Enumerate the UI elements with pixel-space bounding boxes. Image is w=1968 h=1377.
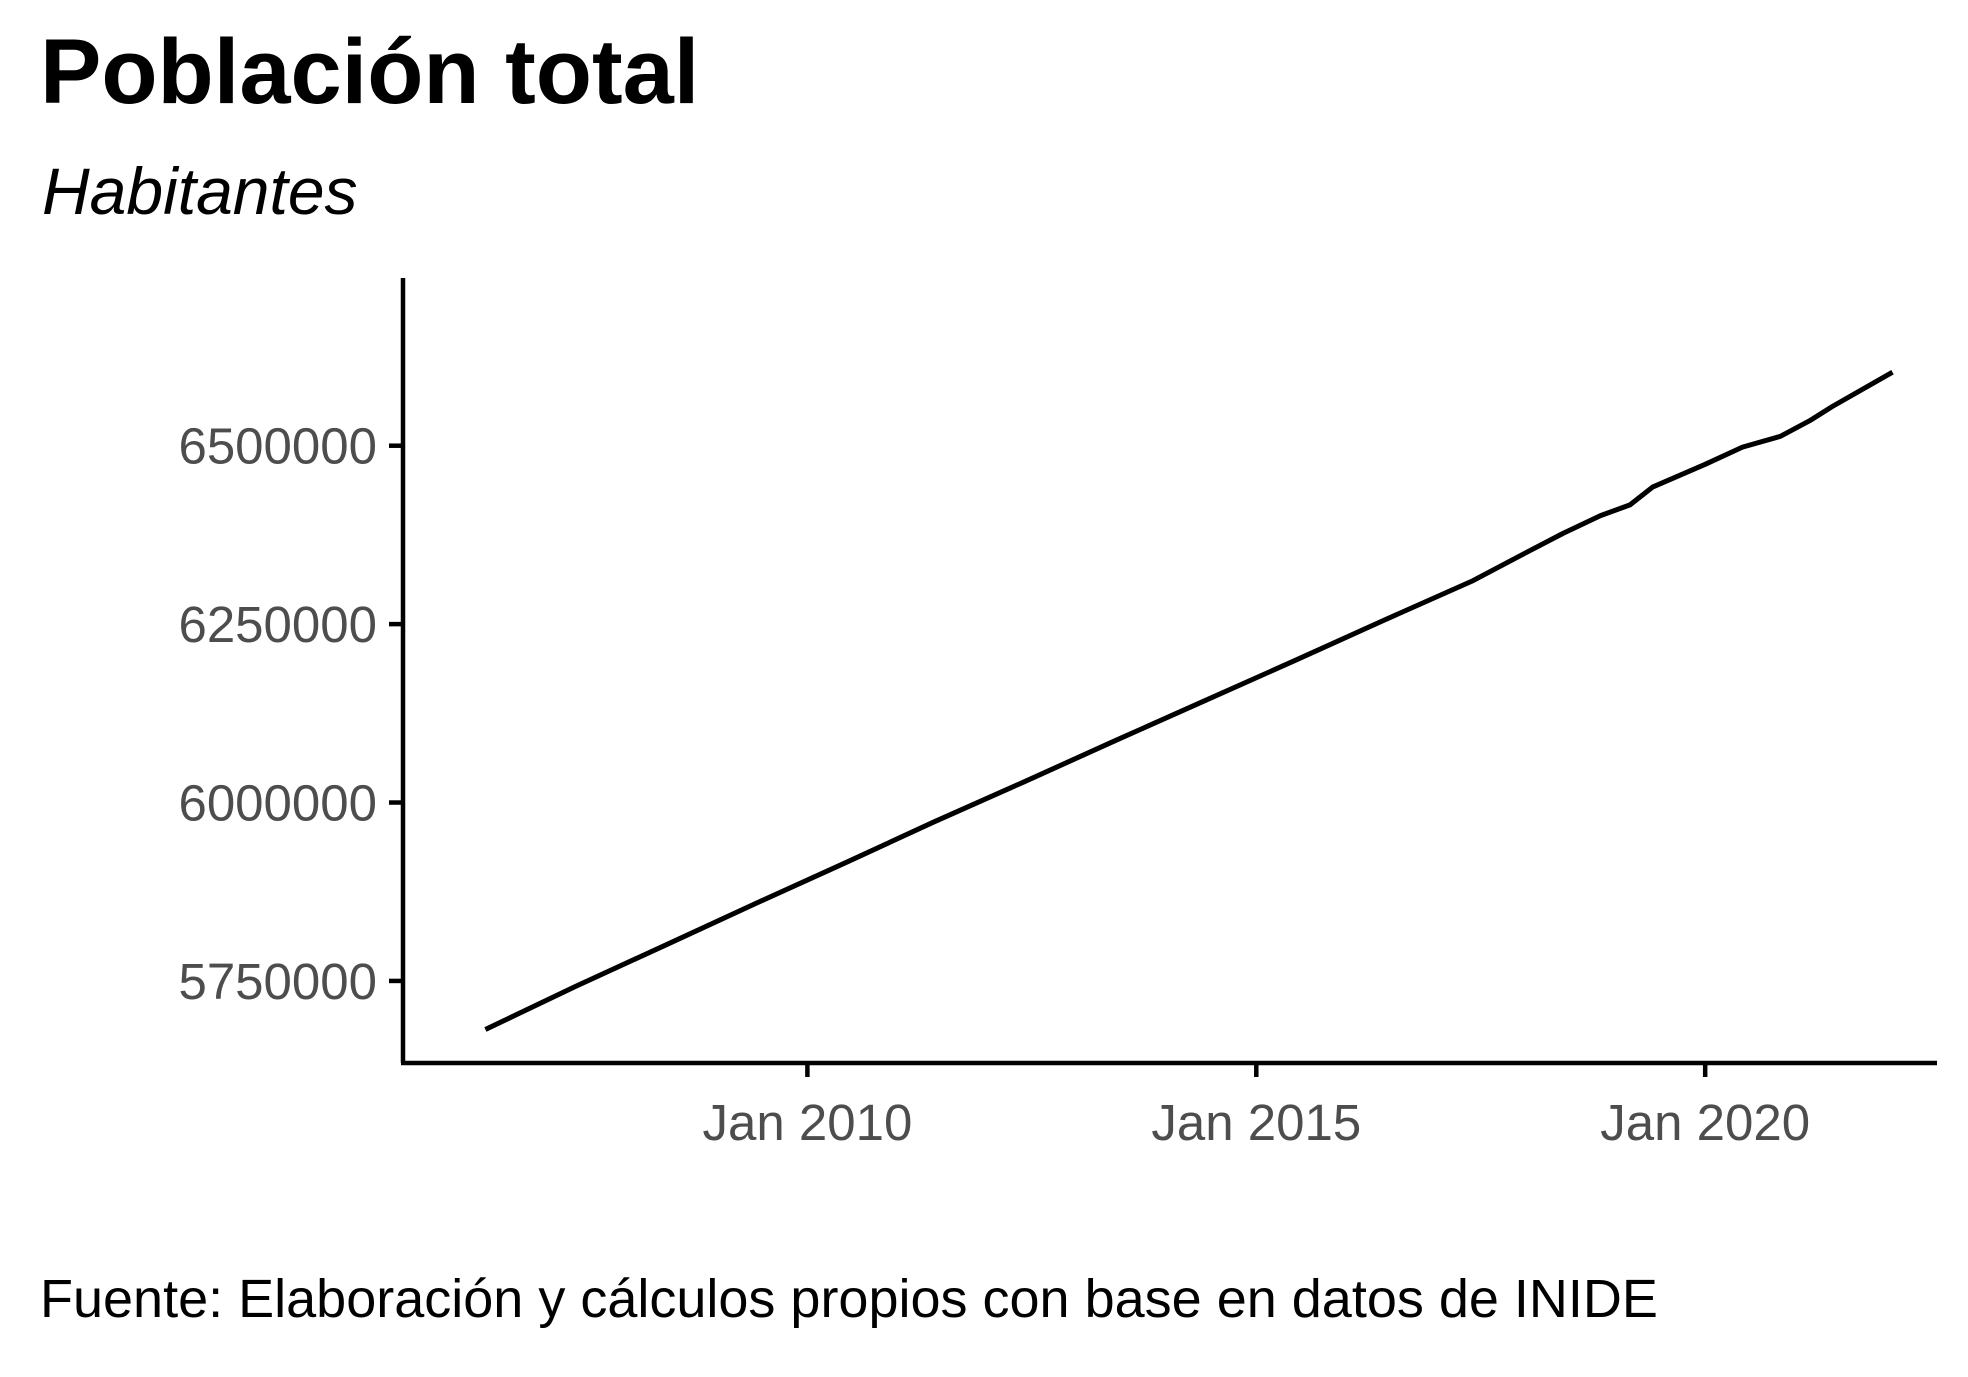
x-tick-label: Jan 2015 [1151, 1094, 1361, 1151]
x-tick-label: Jan 2020 [1600, 1094, 1810, 1151]
x-tick-label: Jan 2010 [702, 1094, 912, 1151]
y-axis-ticks: 5750000 6000000 6250000 6500000 [178, 418, 403, 1010]
chart-caption: Fuente: Elaboración y cálculos propios c… [40, 1269, 1658, 1329]
y-tick-label: 6000000 [178, 775, 377, 832]
x-axis-ticks: Jan 2010 Jan 2015 Jan 2020 [702, 1063, 1810, 1151]
chart-title: Población total [40, 21, 700, 123]
y-tick-label: 5750000 [178, 953, 377, 1010]
chart-subtitle: Habitantes [42, 154, 358, 228]
y-tick-label: 6500000 [178, 418, 377, 475]
y-tick-label: 6250000 [178, 596, 377, 653]
series-line [484, 370, 1894, 1032]
series-layer [484, 370, 1894, 1032]
